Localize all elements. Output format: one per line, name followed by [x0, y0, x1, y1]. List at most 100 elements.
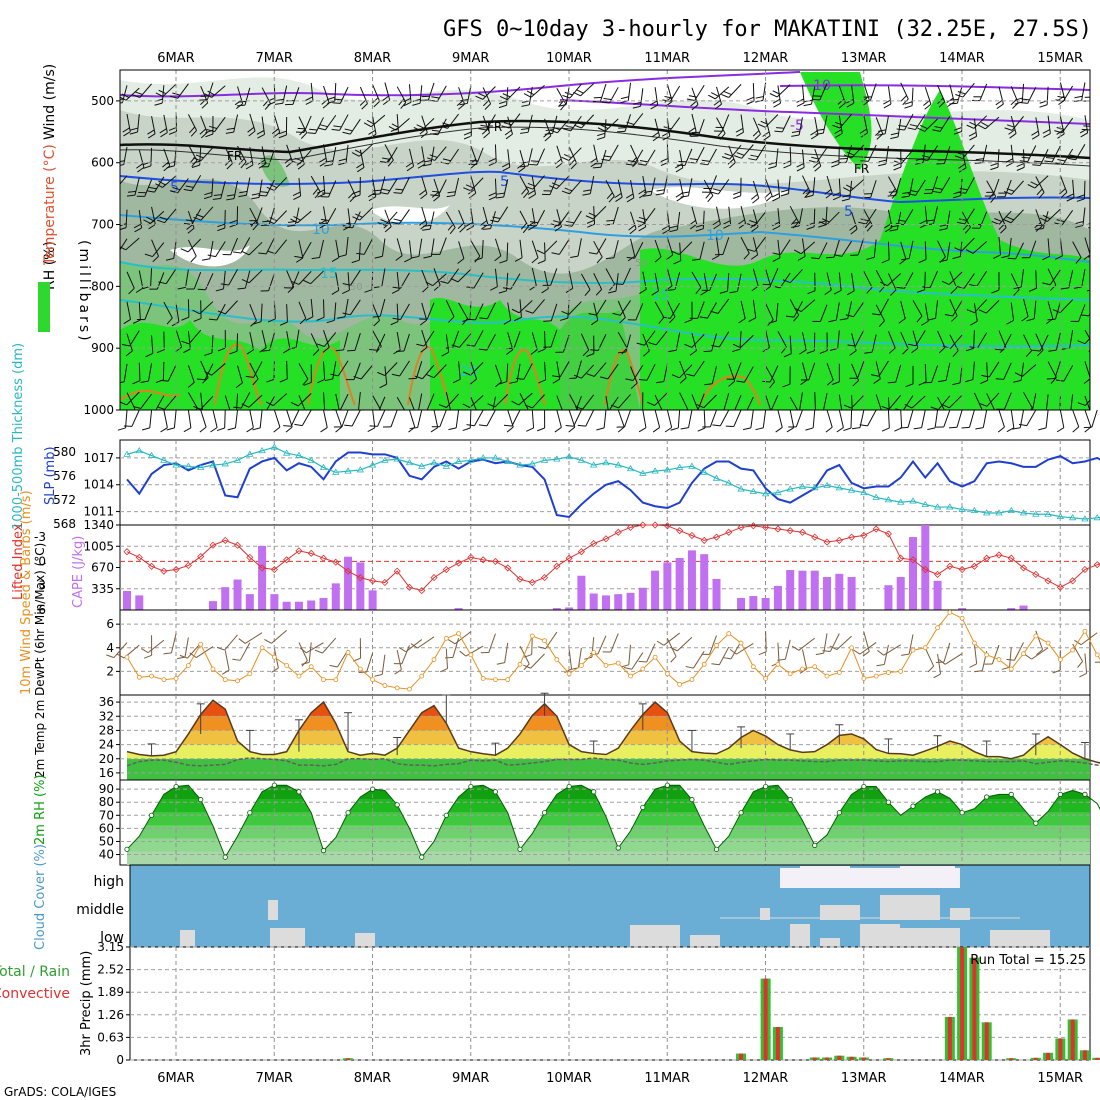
- wind-barb: [772, 90, 781, 95]
- wind-barb: [937, 240, 946, 258]
- wind-barb: [932, 129, 941, 132]
- wind-point: [984, 652, 990, 658]
- wind-point: [1045, 640, 1051, 646]
- wind-barb: [368, 129, 376, 135]
- wind-barb: [836, 635, 852, 650]
- lifted-point: [774, 525, 782, 533]
- wind-barb: [235, 382, 243, 389]
- wind-barb: [372, 303, 380, 321]
- wind-barb: [130, 127, 139, 131]
- wind-barb: [586, 353, 595, 357]
- wind-barb: [1023, 298, 1029, 317]
- wind-barb: [383, 222, 391, 229]
- wind-barb: [126, 271, 135, 289]
- wind-barb: [643, 350, 650, 357]
- wind-barb: [1059, 175, 1068, 193]
- wind-barb: [525, 185, 533, 190]
- wind-barb: [701, 159, 710, 162]
- wind-barb: [165, 257, 174, 261]
- wind-barb: [812, 161, 820, 168]
- wind-barb: [241, 403, 250, 408]
- wind-barb: [825, 192, 833, 199]
- wind-barb: [661, 225, 670, 231]
- wind-barb: [211, 85, 226, 98]
- wind-barb: [826, 272, 832, 291]
- lifted-point: [270, 565, 278, 574]
- lifted-point: [835, 536, 843, 544]
- wind-barb: [980, 379, 988, 385]
- wind-barb: [353, 375, 362, 380]
- wind-barb: [261, 146, 267, 165]
- lifted-point: [307, 549, 315, 557]
- wind-grid: [120, 610, 1090, 695]
- wind-barb: [852, 649, 861, 655]
- wind-barb: [298, 301, 307, 319]
- wind-barb: [233, 180, 239, 199]
- wind-barb: [528, 224, 537, 227]
- wind-barb: [480, 124, 489, 128]
- wind-barb: [131, 409, 140, 427]
- wind-barb: [924, 363, 927, 382]
- tick-label: 2: [106, 664, 114, 678]
- wind-barb: [608, 144, 619, 161]
- lifted-point: [233, 541, 242, 549]
- wind-barb: [568, 377, 577, 380]
- wind-barb: [881, 427, 890, 432]
- wind-barb: [511, 308, 520, 314]
- wind-barb: [793, 249, 802, 255]
- wind-barb: [167, 364, 177, 382]
- lifted-point: [909, 556, 917, 564]
- cape-bar: [933, 580, 942, 610]
- wind-barb: [427, 157, 435, 161]
- wind-barb: [707, 302, 717, 319]
- wind-barb: [185, 269, 189, 288]
- wind-barb: [843, 154, 852, 159]
- wind-point: [824, 673, 830, 679]
- wind-barb: [878, 360, 889, 377]
- wind-barb: [507, 116, 513, 135]
- wind-barb: [733, 195, 741, 199]
- wind-barb: [858, 221, 867, 225]
- wind-barb: [727, 273, 730, 292]
- tick-label: 50: [99, 834, 114, 848]
- wind-barb: [521, 187, 528, 195]
- wind-barb: [1035, 176, 1045, 193]
- wind-barb: [244, 632, 263, 644]
- wind-barb: [1036, 188, 1043, 196]
- wind-barb: [154, 176, 165, 193]
- wind-barb: [310, 333, 320, 350]
- wind-barb: [1006, 188, 1015, 192]
- thickness-point: [147, 451, 156, 458]
- wind-barb: [396, 238, 403, 256]
- lifted-point: [332, 558, 340, 566]
- wind-barb: [284, 157, 292, 164]
- wind-barb: [813, 208, 816, 227]
- thickness-point: [933, 503, 942, 510]
- wind-barb: [498, 104, 507, 109]
- wind-barb: [391, 373, 400, 377]
- wind-barb: [773, 102, 781, 108]
- wind-barb: [273, 177, 288, 191]
- wind-barb: [913, 427, 922, 430]
- wind-barb: [890, 136, 899, 140]
- wind-barb: [700, 290, 708, 296]
- wind-barb: [200, 395, 214, 410]
- wind-barb: [1046, 157, 1055, 159]
- wind-barb: [721, 156, 730, 160]
- wind-barb: [733, 409, 742, 427]
- wind-barb: [273, 426, 281, 433]
- wind-barb: [259, 409, 263, 428]
- wind-barb: [772, 225, 780, 231]
- wind-barb: [576, 121, 585, 126]
- wind-barb: [669, 646, 678, 652]
- wind-barb: [919, 219, 927, 225]
- date-label: 12MAR: [743, 1071, 789, 1086]
- wind-barb: [746, 96, 755, 101]
- wind-barb: [994, 218, 1002, 222]
- wind-barb: [470, 397, 477, 410]
- wind-barb: [838, 409, 844, 428]
- wind-barb: [454, 631, 472, 645]
- wind-barb: [299, 149, 312, 165]
